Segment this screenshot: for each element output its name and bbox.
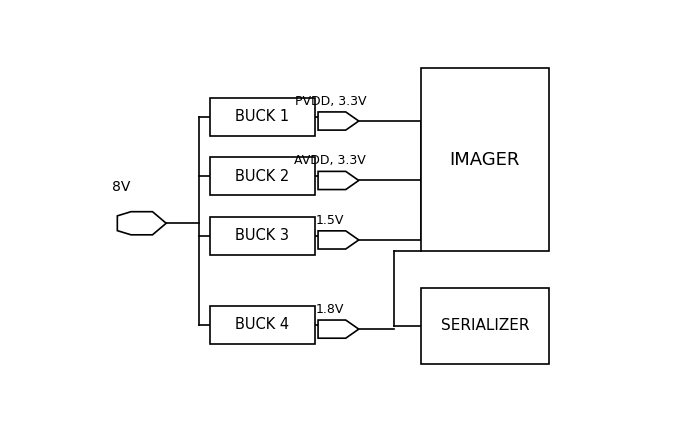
Text: PVDD, 3.3V: PVDD, 3.3V	[295, 95, 366, 108]
FancyBboxPatch shape	[209, 157, 315, 195]
Text: BUCK 3: BUCK 3	[235, 228, 290, 243]
FancyBboxPatch shape	[421, 288, 549, 364]
Text: 1.8V: 1.8V	[316, 303, 344, 316]
Text: AVDD, 3.3V: AVDD, 3.3V	[295, 154, 366, 167]
Polygon shape	[318, 320, 358, 338]
FancyBboxPatch shape	[209, 217, 315, 255]
FancyBboxPatch shape	[209, 98, 315, 136]
Polygon shape	[318, 112, 358, 130]
Polygon shape	[318, 231, 358, 249]
Text: BUCK 1: BUCK 1	[235, 109, 290, 124]
Text: BUCK 4: BUCK 4	[235, 317, 290, 332]
FancyBboxPatch shape	[421, 68, 549, 251]
Text: BUCK 2: BUCK 2	[235, 169, 290, 184]
Polygon shape	[318, 172, 358, 190]
FancyBboxPatch shape	[209, 306, 315, 344]
Text: IMAGER: IMAGER	[449, 151, 520, 169]
Polygon shape	[118, 211, 166, 235]
Text: 8V: 8V	[112, 179, 130, 193]
Text: 1.5V: 1.5V	[316, 214, 344, 227]
Text: SERIALIZER: SERIALIZER	[440, 318, 529, 333]
